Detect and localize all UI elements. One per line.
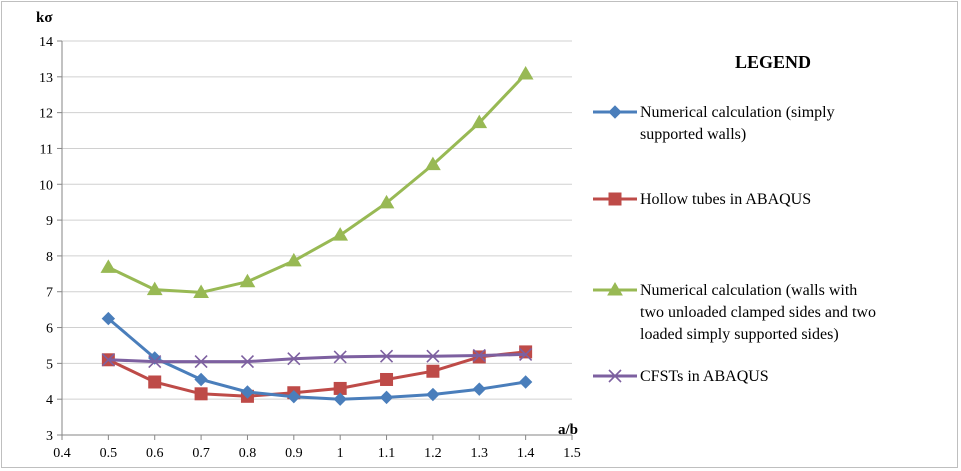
data-point xyxy=(148,355,162,369)
y-tick-label: 7 xyxy=(46,286,53,301)
data-point xyxy=(517,65,534,80)
y-tick-label: 6 xyxy=(46,322,53,337)
data-point xyxy=(193,284,209,298)
y-tick-label: 5 xyxy=(46,357,53,372)
data-point xyxy=(101,353,115,367)
y-tick-labels: 3 4 5 6 7 8 9 10 11 12 13 14 xyxy=(39,35,53,444)
series-line xyxy=(107,350,526,398)
x-tick-label: 1 xyxy=(337,446,344,461)
data-point xyxy=(472,348,486,363)
data-point xyxy=(519,347,533,361)
y-tick-label: 8 xyxy=(46,250,53,265)
legend-label: CFSTs in ABAQUS xyxy=(640,368,769,385)
data-point xyxy=(426,387,440,402)
x-tick-label: 1.3 xyxy=(471,446,489,461)
data-point xyxy=(519,345,533,359)
data-point xyxy=(100,259,117,273)
legend-label: two unloaded clamped sides and two xyxy=(640,304,876,321)
x-tick-label: 0.7 xyxy=(192,446,210,461)
data-point xyxy=(380,372,394,386)
data-point xyxy=(285,252,302,267)
data-point xyxy=(240,385,255,399)
legend-entry-4: CFSTs in ABAQUS xyxy=(593,368,769,385)
y-tick-label: 4 xyxy=(46,393,53,408)
legend-label: supported walls) xyxy=(640,126,746,143)
data-point xyxy=(472,382,486,396)
data-point xyxy=(426,364,440,378)
axes xyxy=(57,40,573,440)
y-tick-label: 13 xyxy=(39,71,53,86)
series-3 xyxy=(100,65,534,298)
legend-label: Numerical calculation (walls with xyxy=(640,282,857,299)
data-point xyxy=(332,227,349,241)
data-point xyxy=(239,273,256,288)
series-group xyxy=(100,65,534,406)
y-tick-label: 11 xyxy=(40,142,53,157)
data-point xyxy=(194,355,208,369)
x-tick-label: 0.9 xyxy=(285,446,303,461)
legend-label: loaded simply supported sides) xyxy=(640,326,839,343)
legend-label: Numerical calculation (simply xyxy=(640,104,835,121)
y-axis-label: kσ xyxy=(36,10,53,26)
y-tick-label: 12 xyxy=(39,107,53,122)
series-line xyxy=(108,352,526,364)
y-tick-label: 9 xyxy=(46,214,53,229)
x-tick-label: 1.1 xyxy=(378,446,396,461)
x-tick-label: 1.4 xyxy=(517,446,535,461)
data-point xyxy=(426,349,440,363)
data-point xyxy=(146,281,163,296)
data-point xyxy=(148,375,162,389)
x-tick-labels: 0.4 0.5 0.6 0.7 0.8 0.9 1 1.1 1.2 1.3 1.4 1.5 xyxy=(53,446,581,461)
legend: LEGEND Numerical calculation (simply supp… xyxy=(593,52,876,385)
data-point xyxy=(471,114,488,129)
legend-entry-1: Numerical calculation (simply supported w… xyxy=(593,104,835,143)
y-tick-label: 3 xyxy=(46,429,53,444)
series-line xyxy=(107,72,527,294)
data-point xyxy=(194,387,208,401)
x-tick-label: 1.5 xyxy=(563,446,581,461)
x-tick-label: 0.8 xyxy=(239,446,257,461)
data-point xyxy=(379,349,394,363)
data-point xyxy=(518,375,533,389)
x-tick-label: 0.6 xyxy=(146,446,164,461)
x-axis-label: a/b xyxy=(558,422,578,438)
data-point xyxy=(240,355,255,369)
data-point xyxy=(378,194,395,209)
data-point xyxy=(425,156,441,171)
y-tick-label: 10 xyxy=(39,178,53,193)
x-tick-label: 1.2 xyxy=(424,446,442,461)
legend-marker xyxy=(608,105,622,119)
data-point xyxy=(287,389,301,404)
data-point xyxy=(379,390,394,405)
data-point xyxy=(287,352,301,366)
data-point xyxy=(194,372,208,387)
legend-entry-2: Hollow tubes in ABAQUS xyxy=(593,191,811,208)
legend-label: Hollow tubes in ABAQUS xyxy=(640,191,811,208)
x-tick-label: 0.4 xyxy=(53,446,71,461)
data-point xyxy=(333,392,347,406)
legend-marker xyxy=(607,282,623,296)
series-4 xyxy=(101,347,533,369)
legend-entry-3: Numerical calculation (walls with two unl… xyxy=(593,282,876,343)
legend-marker xyxy=(608,369,622,383)
legend-title: LEGEND xyxy=(735,52,811,72)
data-point xyxy=(101,311,116,326)
series-line xyxy=(107,317,526,401)
series-1 xyxy=(101,311,533,406)
y-tick-label: 14 xyxy=(39,35,53,50)
legend-marker xyxy=(608,192,622,206)
x-tick-label: 0.5 xyxy=(100,446,118,461)
data-point xyxy=(333,350,347,364)
